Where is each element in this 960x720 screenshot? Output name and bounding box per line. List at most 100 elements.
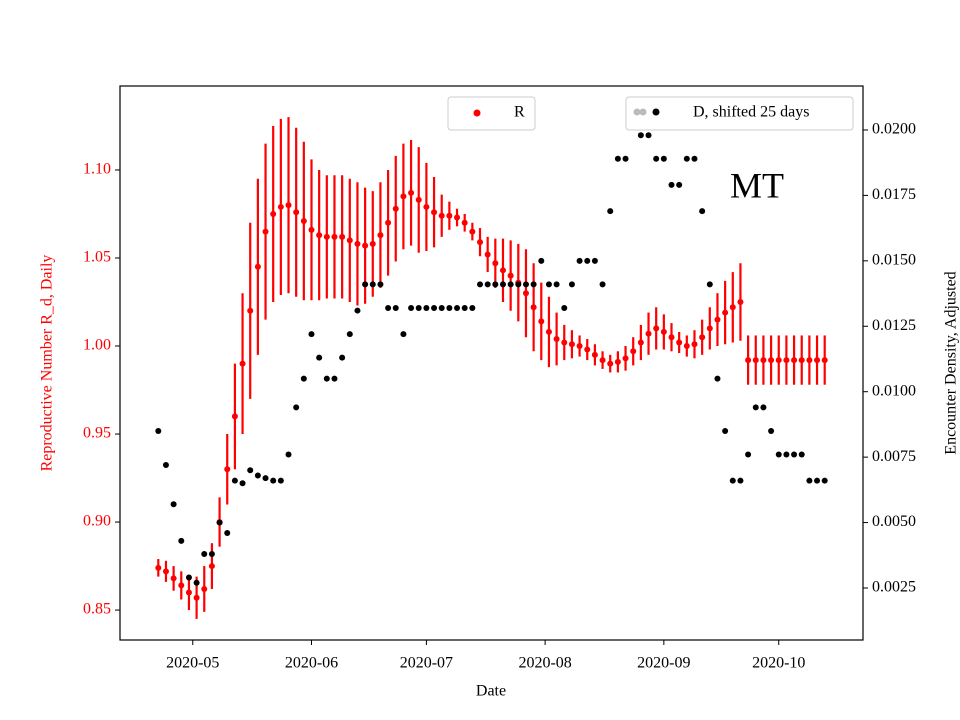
point xyxy=(722,309,729,316)
point xyxy=(668,334,675,341)
point xyxy=(745,451,752,458)
point xyxy=(492,281,499,288)
point xyxy=(561,339,568,346)
point xyxy=(408,304,415,311)
legend-label: R xyxy=(514,104,525,121)
point xyxy=(630,348,637,355)
point xyxy=(155,564,162,571)
point xyxy=(461,304,468,311)
point xyxy=(339,354,346,361)
point xyxy=(446,304,453,311)
point xyxy=(293,209,300,216)
point xyxy=(477,281,484,288)
point xyxy=(691,341,698,348)
point xyxy=(224,466,231,473)
point xyxy=(507,272,514,279)
point xyxy=(415,304,422,311)
legend-box xyxy=(625,96,854,131)
point xyxy=(814,357,821,364)
legend-label: D, shifted 25 days xyxy=(693,104,809,121)
point xyxy=(185,589,192,596)
point xyxy=(369,281,376,288)
legend-marker xyxy=(652,108,660,116)
x-tick-label: 2020-06 xyxy=(285,655,338,672)
point xyxy=(783,451,790,458)
point xyxy=(791,357,798,364)
point xyxy=(415,196,422,203)
point xyxy=(614,155,621,162)
point xyxy=(576,343,583,350)
y-tick-label: 1.00 xyxy=(83,337,111,354)
point xyxy=(208,550,215,557)
point xyxy=(277,203,284,210)
x-tick-label: 2020-09 xyxy=(637,655,690,672)
point xyxy=(377,281,384,288)
point xyxy=(339,233,346,240)
point xyxy=(599,357,606,364)
point xyxy=(645,330,652,337)
point xyxy=(568,341,575,348)
point xyxy=(185,574,192,581)
point xyxy=(431,209,438,216)
point xyxy=(423,304,430,311)
point xyxy=(331,233,338,240)
point xyxy=(798,357,805,364)
point xyxy=(354,240,361,247)
point xyxy=(806,477,813,484)
point xyxy=(239,480,246,487)
annotation: MT xyxy=(730,165,784,205)
point xyxy=(254,263,261,270)
point xyxy=(499,281,506,288)
point xyxy=(178,582,185,589)
point xyxy=(806,357,813,364)
point xyxy=(538,257,545,264)
point xyxy=(530,304,537,311)
y2-tick-label: 0.0050 xyxy=(872,513,916,530)
y2-tick-label: 0.0125 xyxy=(872,317,916,334)
point xyxy=(645,132,652,139)
point xyxy=(408,189,415,196)
point xyxy=(599,281,606,288)
point xyxy=(385,219,392,226)
point xyxy=(285,451,292,458)
point xyxy=(262,228,269,235)
point xyxy=(622,355,629,362)
point xyxy=(300,375,307,382)
x-tick-label: 2020-10 xyxy=(752,655,805,672)
y2-tick-label: 0.0200 xyxy=(872,121,916,138)
point xyxy=(201,585,208,592)
y2-axis-label: Encounter Density, Adjusted xyxy=(943,271,960,454)
y-tick-label: 0.90 xyxy=(83,513,111,530)
point xyxy=(438,304,445,311)
point xyxy=(775,451,782,458)
point xyxy=(515,281,522,288)
point xyxy=(484,251,491,258)
point xyxy=(553,281,560,288)
point xyxy=(768,357,775,364)
point xyxy=(522,281,529,288)
point xyxy=(469,304,476,311)
point xyxy=(362,242,369,249)
point xyxy=(362,281,369,288)
point xyxy=(201,550,208,557)
point xyxy=(446,212,453,219)
plot-frame xyxy=(119,85,864,641)
point xyxy=(653,325,660,332)
point xyxy=(752,357,759,364)
point xyxy=(423,203,430,210)
y-axis-label: Reproductive Number R_d, Daily xyxy=(39,255,56,472)
point xyxy=(775,357,782,364)
point xyxy=(545,328,552,335)
point xyxy=(477,239,484,246)
point xyxy=(699,334,706,341)
point xyxy=(729,477,736,484)
point xyxy=(346,331,353,338)
point xyxy=(392,205,399,212)
point xyxy=(760,404,767,411)
point xyxy=(653,155,660,162)
point xyxy=(637,132,644,139)
point xyxy=(155,427,162,434)
x-tick-label: 2020-08 xyxy=(518,655,571,672)
point xyxy=(454,214,461,221)
x-axis-label: Date xyxy=(476,683,506,700)
